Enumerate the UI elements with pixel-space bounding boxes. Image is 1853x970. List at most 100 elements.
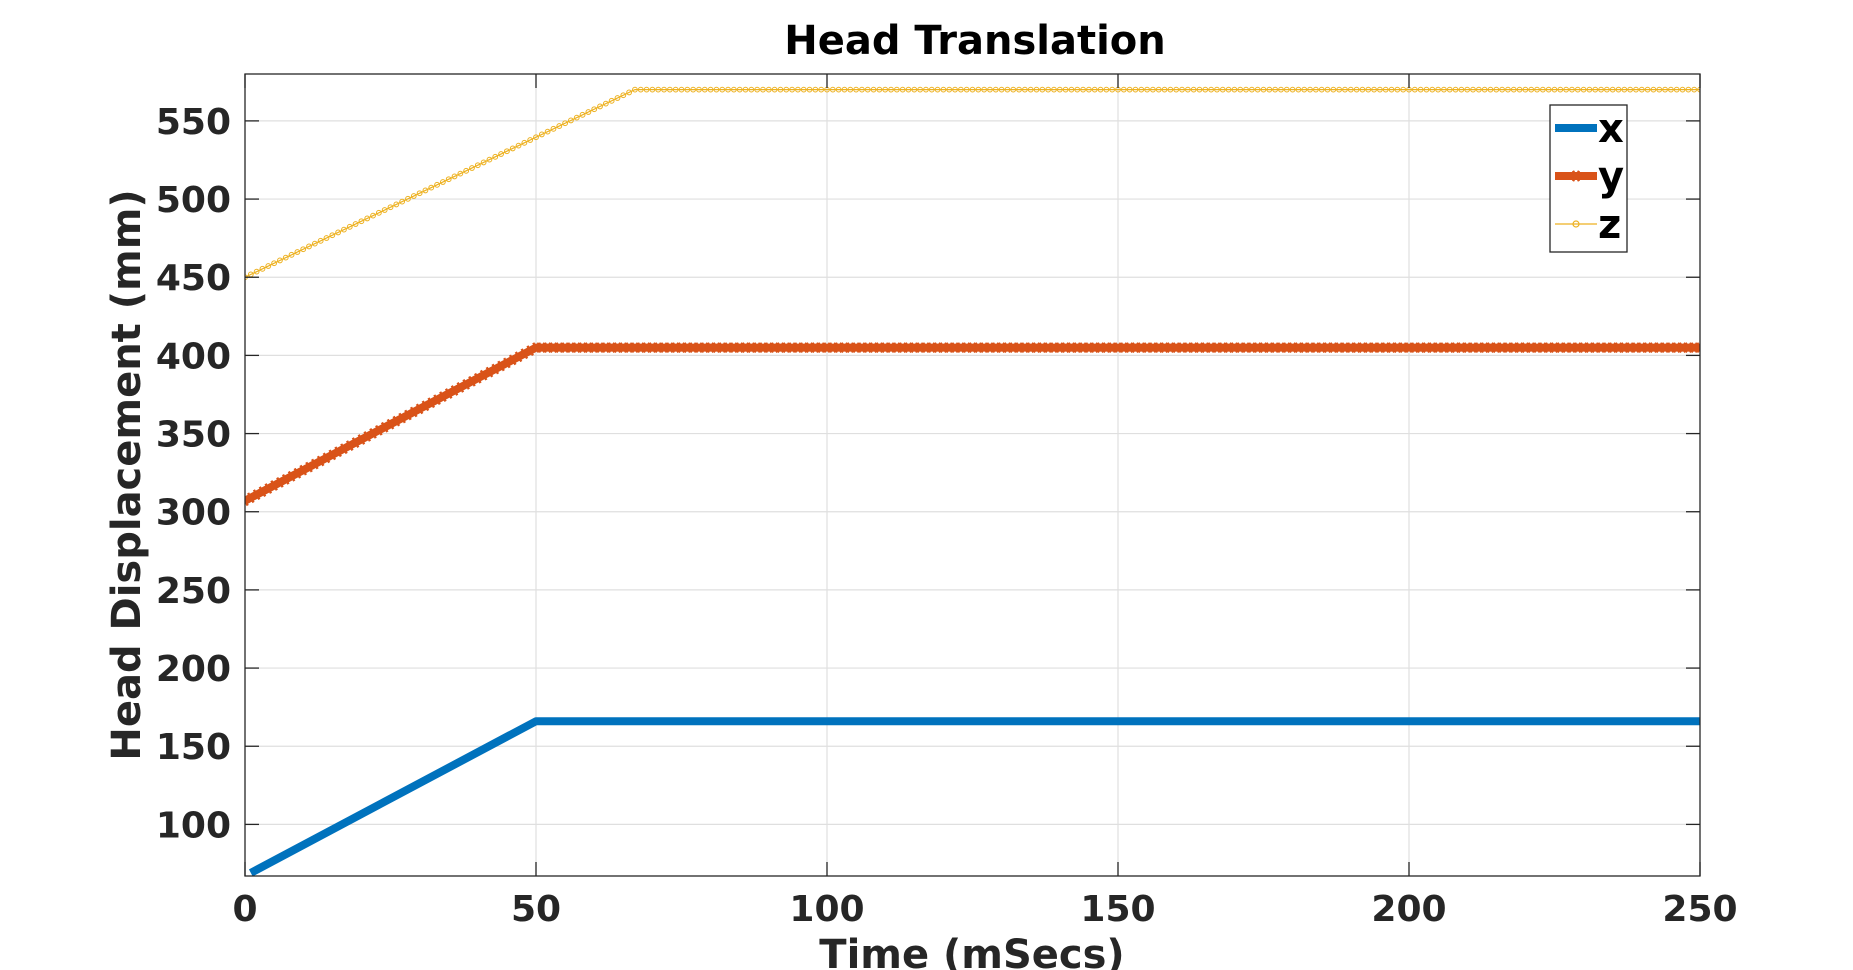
series-marker-z [1470, 86, 1476, 93]
series-marker-z [829, 86, 836, 93]
series-marker-z [1155, 86, 1162, 93]
series-marker-z [934, 86, 941, 93]
series-marker-z [1458, 86, 1465, 93]
series-marker-z [684, 86, 691, 93]
series-marker-z [643, 86, 650, 93]
series-marker-z [370, 212, 376, 219]
series-y [245, 342, 1700, 507]
series-marker-z [1184, 86, 1191, 93]
series-marker-z [713, 86, 720, 93]
series-marker-z [445, 176, 452, 183]
x-tick-label: 200 [1371, 889, 1446, 930]
series-marker-z [1627, 86, 1634, 93]
series-marker-z [381, 207, 388, 213]
series-marker-z [963, 86, 970, 93]
y-tick-label: 150 [156, 727, 231, 768]
series-marker-z [1219, 86, 1226, 93]
x-tick-label: 50 [511, 889, 561, 930]
series-marker-z [1464, 86, 1471, 93]
series-marker-z [1679, 86, 1686, 93]
series-marker-z [987, 86, 993, 93]
series-marker-z [719, 86, 726, 93]
series-marker-z [341, 226, 347, 233]
series-marker-z [1539, 86, 1546, 93]
series-marker-z [1691, 86, 1698, 93]
series-marker-z [1260, 86, 1267, 93]
series-marker-z [1371, 86, 1377, 93]
series-marker-z [649, 86, 656, 93]
series-marker-z [1248, 86, 1255, 93]
series-marker-z [789, 86, 795, 93]
series-marker-z [1516, 86, 1523, 93]
series-marker-z [893, 86, 900, 93]
series-marker-z [329, 232, 336, 239]
series-marker-z [434, 181, 440, 188]
series-marker-z [882, 86, 889, 93]
series-marker-z [1173, 86, 1180, 93]
series-marker-z [1167, 86, 1174, 93]
series-marker-z [323, 235, 330, 241]
series-marker-z [1481, 86, 1488, 93]
series-marker-z [1039, 86, 1046, 93]
x-tick-label: 150 [1080, 889, 1155, 930]
series-marker-z [1621, 86, 1628, 93]
series-marker-z [678, 86, 685, 93]
series-marker-z [777, 86, 784, 93]
series-marker-z [282, 254, 289, 261]
series-marker-z [597, 103, 603, 110]
series-marker-z [1295, 86, 1302, 93]
series-marker-z [1592, 86, 1599, 93]
series-marker-z [1528, 86, 1535, 93]
series-marker-z [760, 86, 766, 93]
series-marker-z [311, 240, 318, 247]
series-marker-z [591, 106, 598, 113]
series-marker-y [1694, 342, 1700, 353]
series-marker-z [259, 265, 266, 272]
series-marker-z [265, 263, 272, 269]
series-marker-z [1411, 86, 1418, 93]
series-marker-z [1103, 86, 1110, 93]
series-marker-z [469, 165, 475, 171]
series-marker-z [1580, 86, 1587, 93]
series-marker-z [1388, 86, 1395, 93]
series-marker-z [661, 86, 667, 93]
series-marker-z [1120, 86, 1127, 93]
series-marker-z [859, 86, 865, 93]
series-marker-z [975, 86, 982, 93]
series-marker-z [672, 86, 679, 93]
series-marker-z [620, 92, 627, 99]
y-tick-label: 200 [156, 649, 231, 690]
series-marker-z [1190, 86, 1197, 93]
y-tick-label: 400 [156, 336, 231, 377]
series-marker-z [294, 249, 301, 255]
series-marker-z [795, 86, 801, 93]
series-marker-z [1417, 86, 1424, 93]
series-marker-z [288, 251, 295, 258]
y-axis-label: Head Displacement (mm) [104, 189, 150, 760]
series-marker-z [1475, 86, 1482, 93]
series-marker-z [806, 86, 813, 93]
series-marker-z [911, 86, 918, 93]
series-marker-z [1196, 86, 1203, 93]
series-marker-z [1208, 86, 1215, 93]
series-marker-z [1312, 86, 1319, 93]
series-marker-z [399, 198, 406, 205]
series-marker-z [888, 86, 894, 93]
series-marker-z [474, 162, 481, 169]
y-tick-label: 500 [156, 180, 231, 221]
series-marker-z [1452, 86, 1459, 93]
series-marker-z [632, 86, 638, 93]
series-marker-z [1394, 86, 1401, 93]
series-marker-z [1097, 86, 1104, 93]
y-tick-label: 300 [156, 493, 231, 534]
series-marker-z [696, 86, 702, 93]
series-marker-z [1144, 86, 1150, 93]
legend-label-x: x [1598, 106, 1624, 152]
legend-marker-y [1570, 170, 1582, 182]
series-marker-z [1510, 86, 1517, 93]
series-marker-z [1301, 86, 1308, 93]
series-marker-z [1615, 86, 1622, 93]
series-marker-z [1307, 86, 1313, 93]
series-marker-z [1668, 86, 1674, 93]
